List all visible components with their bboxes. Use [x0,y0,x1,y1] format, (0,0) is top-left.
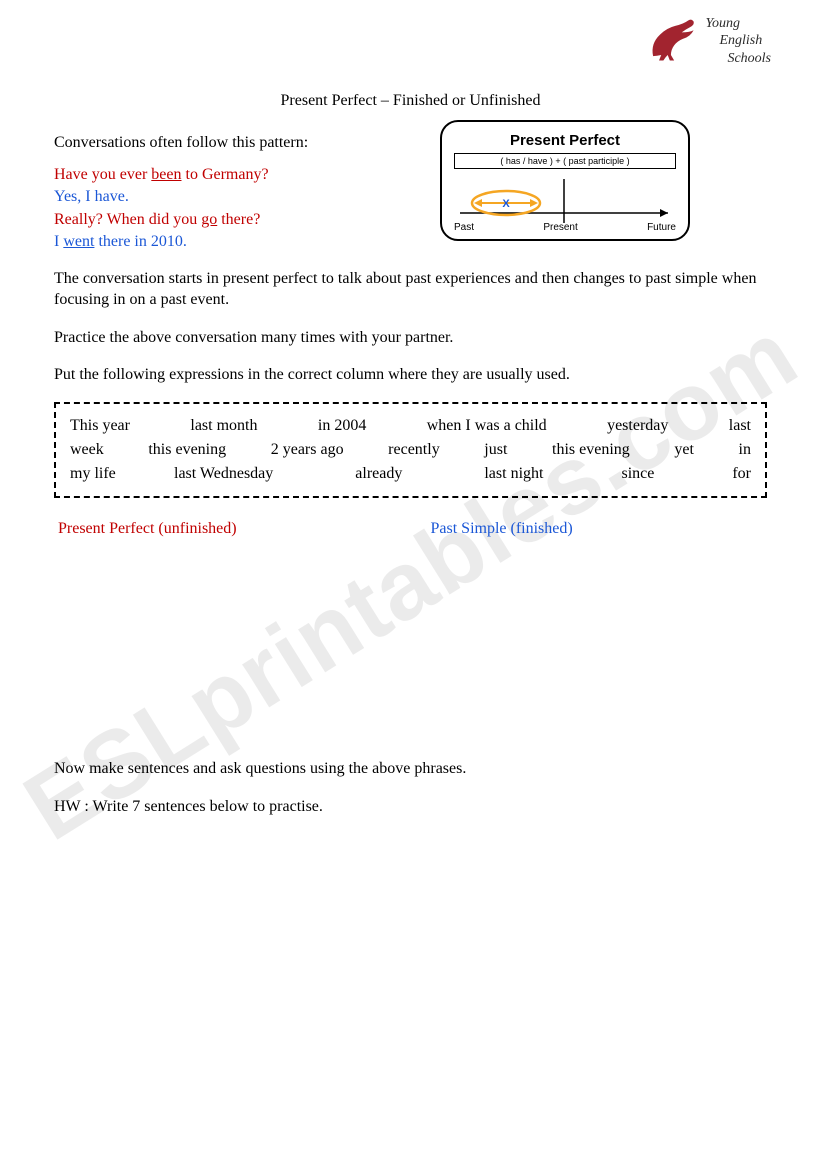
expr: last Wednesday [174,462,273,486]
expr: this evening [552,438,630,462]
timeline-future-label: Future [647,222,676,233]
expr: in [739,438,751,462]
logo: Young English Schools [645,14,771,68]
column-header-past-simple: Past Simple (finished) [431,520,768,538]
expr: last month [190,414,257,438]
practice-text: Practice the above conversation many tim… [54,327,767,349]
expressions-box: This year last month in 2004 when I was … [54,402,767,498]
expr: for [732,462,751,486]
expr: already [355,462,402,486]
expr: week [70,438,104,462]
explanation-text: The conversation starts in present perfe… [54,268,767,311]
expr: yet [674,438,694,462]
expr: last [729,414,751,438]
expr: in 2004 [318,414,366,438]
homework-text: HW : Write 7 sentences below to practise… [54,796,767,818]
logo-line1: Young [705,15,771,33]
expr: my life [70,462,126,486]
column-header-present-perfect: Present Perfect (unfinished) [58,520,411,538]
svg-text:X: X [502,198,510,210]
page-content: Present Perfect – Finished or Unfinished… [0,0,821,873]
logo-line2: English [719,32,771,50]
present-perfect-diagram: Present Perfect ( has / have ) + ( past … [440,120,690,241]
raptor-icon [645,14,699,68]
expr: recently [388,438,440,462]
expr: This year [70,414,130,438]
diagram-formula: ( has / have ) + ( past participle ) [454,153,676,169]
expr: when I was a child [427,414,547,438]
timeline-past-label: Past [454,222,474,233]
expr: since [621,462,654,486]
timeline-present-label: Present [543,222,577,233]
expr: 2 years ago [271,438,344,462]
expr: yesterday [607,414,668,438]
instruction-text: Put the following expressions in the cor… [54,364,767,386]
expr: just [484,438,507,462]
page-title: Present Perfect – Finished or Unfinished [54,92,767,110]
logo-line3: Schools [727,50,771,68]
diagram-title: Present Perfect [454,132,676,149]
expr: this evening [148,438,226,462]
expr: last night [484,462,543,486]
task-text: Now make sentences and ask questions usi… [54,758,767,780]
answer-columns: Present Perfect (unfinished) Past Simple… [54,520,767,538]
